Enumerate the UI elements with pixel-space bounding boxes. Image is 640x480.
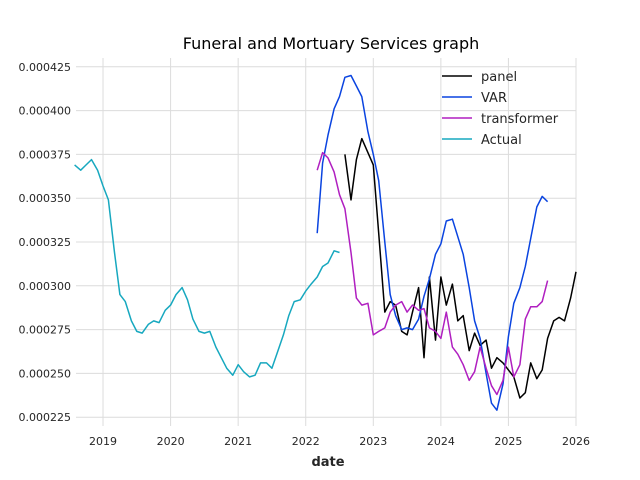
- y-tick-label: 0.000400: [19, 105, 72, 118]
- x-tick-label: 2026: [562, 435, 590, 448]
- series-line-var: [316, 74, 549, 411]
- y-tick-label: 0.000350: [19, 192, 72, 205]
- series-line-panel: [344, 137, 577, 399]
- series-line-transformer: [316, 151, 549, 396]
- legend: panel VAR transformer Actual: [442, 70, 559, 148]
- y-tick-label: 0.000300: [19, 280, 72, 293]
- x-tick-label: 2022: [292, 435, 320, 448]
- x-tick-label: 2023: [359, 435, 387, 448]
- x-tick-label: 2021: [224, 435, 252, 448]
- series-line-actual: [74, 158, 340, 378]
- x-tick-label: 2025: [494, 435, 522, 448]
- y-axis-ticks: 0.000225 0.000250 0.000275 0.000300 0.000325…: [19, 61, 72, 424]
- legend-label: VAR: [481, 91, 507, 106]
- series-lines: [74, 74, 577, 411]
- y-tick-label: 0.000325: [19, 236, 72, 249]
- legend-label: panel: [481, 70, 517, 85]
- x-tick-label: 2024: [427, 435, 455, 448]
- legend-label: transformer: [481, 112, 559, 127]
- chart-title: Funeral and Mortuary Services graph: [183, 34, 479, 53]
- y-tick-label: 0.000375: [19, 148, 72, 161]
- x-axis-ticks: 2019 2020 2021 2022 2023 2024 2025 2026: [89, 435, 590, 448]
- x-tick-label: 2019: [89, 435, 117, 448]
- y-tick-label: 0.000275: [19, 324, 72, 337]
- x-tick-label: 2020: [157, 435, 185, 448]
- legend-label: Actual: [481, 133, 522, 148]
- y-tick-label: 0.000425: [19, 61, 72, 74]
- y-tick-label: 0.000225: [19, 411, 72, 424]
- y-tick-label: 0.000250: [19, 367, 72, 380]
- x-axis-label: date: [311, 455, 344, 470]
